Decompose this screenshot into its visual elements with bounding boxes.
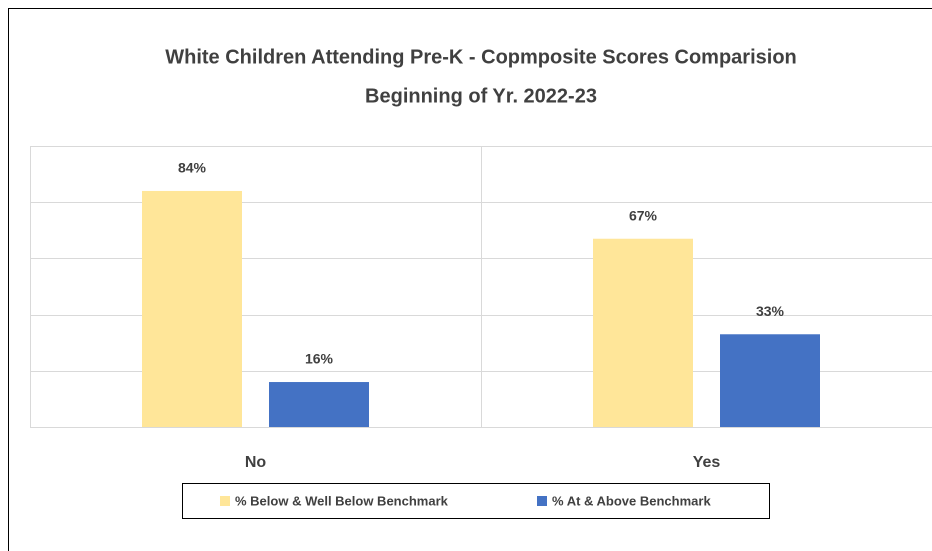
legend-swatch	[537, 496, 547, 506]
bar	[593, 238, 693, 427]
data-label: 67%	[629, 207, 658, 223]
bar	[269, 382, 369, 427]
legend-label: % Below & Well Below Benchmark	[235, 493, 449, 508]
data-label: 84%	[178, 160, 207, 176]
legend-box	[182, 483, 770, 519]
legend-swatch	[220, 496, 230, 506]
bar	[720, 334, 820, 427]
legend-label: % At & Above Benchmark	[552, 493, 711, 508]
chart-title: White Children Attending Pre-K - Copmpos…	[165, 46, 797, 68]
chart-subtitle: Beginning of Yr. 2022-23	[365, 85, 597, 107]
x-tick-label: Yes	[693, 454, 721, 471]
bar	[142, 190, 242, 427]
data-label: 16%	[305, 351, 334, 367]
data-label: 33%	[756, 303, 785, 319]
x-tick-label: No	[245, 454, 267, 471]
